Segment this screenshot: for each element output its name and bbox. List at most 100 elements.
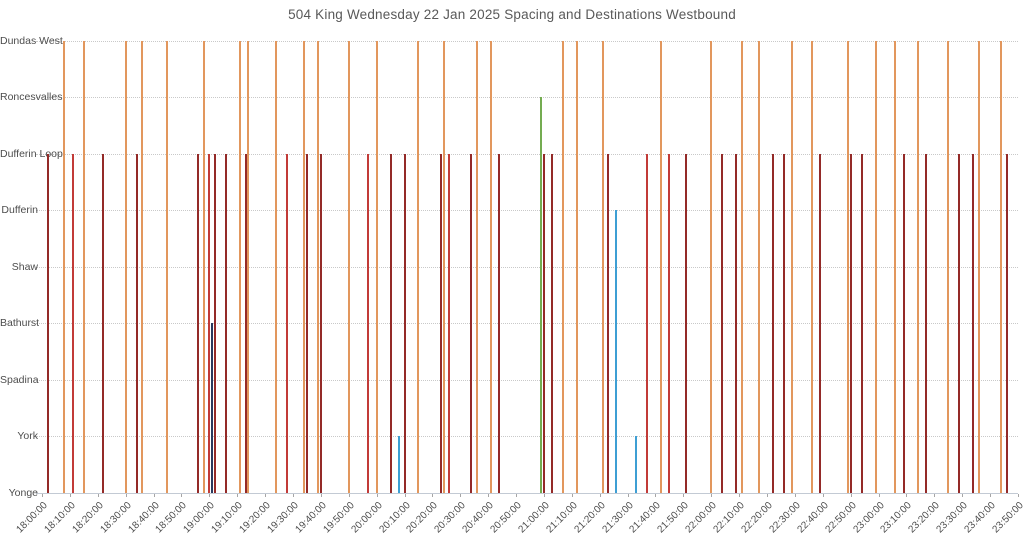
y-axis-label: Bathurst [0,317,40,329]
departure-line [347,40,350,493]
y-axis-label: Roncesvalles [0,91,63,103]
departure-line [247,40,250,493]
departure-line [286,153,289,493]
axis-tick [739,493,741,497]
departure-line [634,436,637,493]
departure-line [660,40,663,493]
axis-tick [320,493,322,497]
departure-line [63,40,66,493]
gridline [36,97,1018,98]
departure-line [305,153,308,493]
departure-line [540,97,543,493]
departure-line [668,153,671,493]
departure-line [213,153,216,493]
departure-line [849,153,852,493]
departure-line [211,323,214,493]
departure-line [244,153,247,493]
departure-line [141,40,144,493]
axis-tick [962,493,964,497]
departure-line [894,40,897,493]
y-axis-label: Yonge [8,486,38,499]
departure-line [771,153,774,493]
axis-tick [543,493,545,497]
axis-tick [181,493,183,497]
departure-line [275,40,278,493]
departure-line [417,40,420,493]
departure-line [846,40,849,493]
departure-line [721,153,724,493]
departure-line [375,40,378,493]
departure-line [958,153,961,493]
x-axis-baseline [36,492,1018,494]
gridline [36,436,1018,437]
departure-line [791,40,794,493]
departure-line [947,40,950,493]
departure-line [924,153,927,493]
axis-tick [460,493,462,497]
departure-line [977,40,980,493]
axis-tick [934,493,936,497]
gridline [36,323,1018,324]
departure-line [303,40,306,493]
axis-tick [237,493,239,497]
y-axis-label: Dufferin Loop [0,147,63,160]
departure-line [476,40,479,493]
axis-tick [794,493,796,497]
axis-tick [906,493,908,497]
departure-line [403,153,406,493]
departure-line [542,153,545,493]
gridline [36,266,1018,268]
departure-line [576,40,579,493]
axis-tick [376,493,378,497]
departure-line [757,40,760,493]
departure-line [710,40,713,493]
departure-line [810,40,813,493]
departure-line [916,40,919,493]
axis-tick [571,493,573,497]
departure-line [197,153,200,493]
departure-line [819,153,821,493]
departure-line [389,153,392,493]
gridline [36,40,1018,42]
departure-line [972,153,975,493]
departure-line [367,153,370,493]
departure-line [448,153,451,493]
axis-tick [97,493,99,497]
departure-line [470,153,473,493]
departure-line [225,153,228,493]
departure-line [1005,153,1008,493]
departure-line [319,153,322,493]
departure-line [601,40,604,493]
departure-line [46,153,49,493]
axis-tick [125,493,127,497]
departure-line [615,210,618,493]
departure-line [740,40,743,493]
departure-line [82,40,85,493]
axis-tick [655,493,657,497]
y-axis-label: Dundas West [0,34,63,47]
gridline [36,153,1018,155]
y-axis-label: York [17,430,38,442]
y-axis-label: Spadina [0,373,39,386]
departure-line [238,40,241,493]
departure-line [607,153,610,493]
departure-line [442,40,445,493]
departure-line [860,153,863,493]
axis-tick [683,493,685,497]
axis-tick [265,493,267,497]
departure-line [124,40,127,493]
axis-tick [878,493,880,497]
departure-line [135,153,138,493]
axis-tick [432,493,434,497]
axis-tick [292,493,294,497]
axis-tick [599,493,601,497]
axis-tick [822,493,824,497]
axis-tick [850,493,852,497]
departure-line [489,40,492,493]
axis-tick [767,493,769,497]
y-axis-label: Shaw [11,260,38,273]
gridline [36,210,1018,211]
departure-line [397,436,400,493]
gridline [36,379,1018,381]
